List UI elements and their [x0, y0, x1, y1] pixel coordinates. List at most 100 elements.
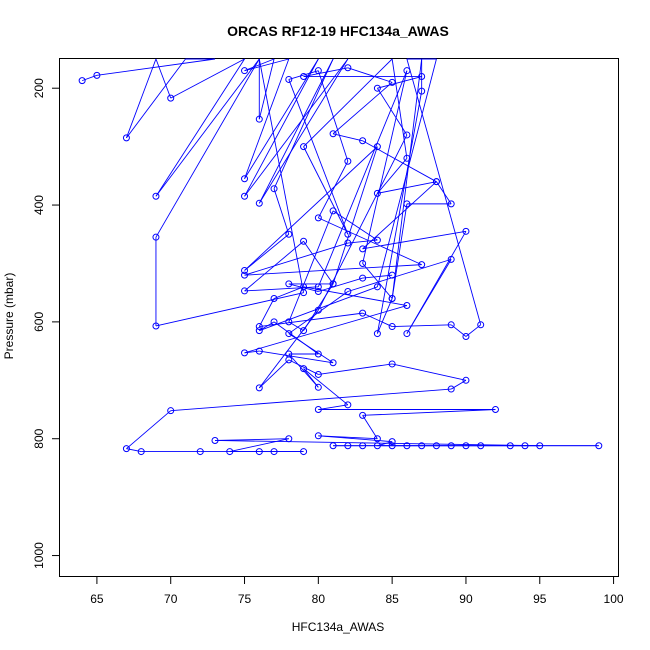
series-line-segment	[155, 58, 172, 99]
series-line-segment	[258, 359, 290, 389]
data-point	[329, 442, 337, 450]
series-line-segment	[376, 58, 437, 287]
series-line-segment	[303, 368, 319, 388]
series-line-segment	[362, 263, 393, 299]
series-line-segment	[376, 91, 423, 334]
data-point	[373, 189, 381, 197]
data-point	[285, 330, 293, 338]
series-line-segment	[377, 158, 408, 194]
data-point	[255, 199, 263, 207]
series-line-segment	[244, 264, 422, 276]
series-line-segment	[288, 210, 334, 323]
data-point	[241, 287, 249, 295]
data-point	[344, 157, 352, 165]
data-point	[373, 84, 381, 92]
series-line-segment	[244, 233, 290, 271]
data-point	[373, 435, 381, 443]
series-line-segment	[332, 210, 378, 241]
chart-title: ORCAS RF12-19 HFC134a_AWAS	[227, 23, 449, 39]
x-tick-label: 80	[312, 592, 326, 606]
series-line-segment	[244, 146, 378, 271]
series-line-segment	[288, 291, 349, 334]
x-tick-label: 90	[459, 592, 473, 606]
data-point	[447, 385, 455, 393]
series-line-segment	[244, 58, 319, 197]
series-line-segment	[377, 76, 422, 89]
series-line-segment	[391, 203, 408, 299]
data-point	[344, 64, 352, 72]
data-point	[300, 237, 308, 245]
data-point	[78, 77, 86, 85]
data-point	[521, 442, 529, 450]
data-point	[359, 309, 367, 317]
data-point	[314, 350, 322, 358]
data-point	[359, 137, 367, 145]
data-point	[373, 143, 381, 151]
series-line-segment	[317, 70, 408, 288]
x-axis: 65 70 75 80 85 90 95 100	[90, 576, 624, 606]
series-line-segment	[332, 133, 363, 142]
data-point	[462, 376, 470, 384]
data-point	[93, 71, 101, 79]
series-line-segment	[126, 448, 142, 453]
data-point	[344, 288, 352, 296]
series-line-segment	[392, 363, 467, 381]
data-point	[152, 233, 160, 241]
series-line-segment	[317, 70, 349, 162]
data-point	[241, 266, 249, 274]
data-point	[344, 239, 352, 247]
series-line-segment	[406, 259, 452, 334]
series-line-segment	[303, 241, 334, 285]
series-line-segment	[244, 242, 348, 276]
y-axis: 200 400 600 800 1000	[32, 78, 60, 569]
x-tick-label: 95	[533, 592, 547, 606]
series-line-segment	[347, 67, 393, 83]
series-line-segment	[214, 438, 289, 441]
y-axis-label: Pressure (mbar)	[2, 273, 16, 360]
data-point	[300, 283, 308, 291]
data-point	[418, 261, 426, 269]
series-line-segment	[318, 277, 363, 292]
data-point	[314, 288, 322, 296]
data-point	[285, 280, 293, 288]
series-line-segment	[259, 286, 378, 332]
data-point	[403, 131, 411, 139]
series-line-segment	[258, 298, 275, 327]
data-point	[152, 322, 160, 330]
data-point	[285, 75, 293, 83]
data-point	[122, 134, 130, 142]
series-line-segment	[155, 58, 260, 238]
series-line-segment	[376, 298, 393, 334]
series-line-segment	[362, 274, 393, 279]
data-point	[137, 448, 145, 456]
series-line-segment	[288, 283, 319, 292]
series-line-segment	[244, 58, 290, 179]
series-line-segment	[288, 70, 319, 80]
data-point	[388, 295, 396, 303]
series-line-segment	[155, 58, 260, 197]
data-point	[359, 245, 367, 253]
series-line-segment	[244, 58, 349, 197]
data-point	[344, 442, 352, 450]
data-point	[270, 295, 278, 303]
data-point	[403, 302, 411, 310]
data-point	[373, 283, 381, 291]
data-point	[300, 327, 308, 335]
data-point	[285, 230, 293, 238]
series-line-segment	[406, 58, 482, 325]
data-point	[285, 356, 293, 364]
data-point	[462, 442, 470, 450]
data-point	[432, 442, 440, 450]
series-layer	[78, 58, 603, 456]
data-point	[359, 259, 367, 267]
series-line-segment	[318, 435, 393, 443]
data-point	[403, 442, 411, 450]
data-point	[255, 327, 263, 335]
data-point	[329, 207, 337, 215]
data-point	[255, 323, 263, 331]
series-line-segment	[258, 58, 275, 120]
data-point	[418, 73, 426, 81]
data-point	[359, 442, 367, 450]
data-point	[211, 436, 219, 444]
series-line-segment	[332, 82, 393, 135]
